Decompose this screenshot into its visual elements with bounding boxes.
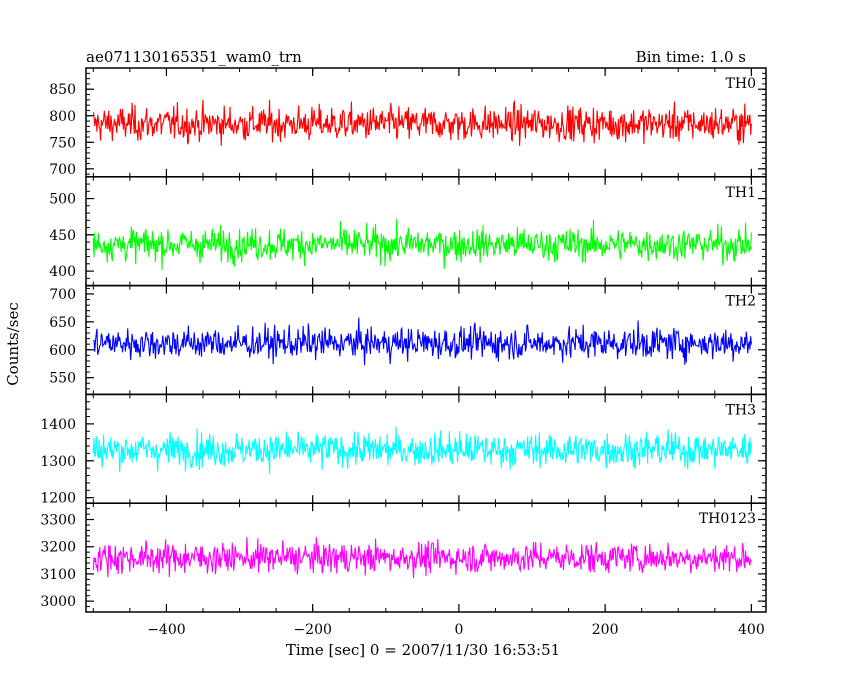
y-tick-label: 450 [49,228,76,244]
x-axis-label: Time [sec] 0 = 2007/11/30 16:53:51 [286,641,560,659]
panel-th1: 400 450 500 TH1 [49,176,767,287]
x-tick-label: 200 [592,622,619,638]
chart-title: ae071130165351_wam0_trn [86,48,302,66]
y-tick-label: 600 [49,343,76,359]
panel-name-label: TH0123 [699,511,756,527]
y-tick-label: 1300 [40,454,76,470]
y-tick-label: 400 [49,264,76,280]
bin-time-label: Bin time: 1.0 s [636,48,746,66]
x-tick-label: −200 [293,622,331,638]
panel-name-label: TH3 [726,402,756,418]
x-tick-label: 400 [738,622,765,638]
panel-name-label: TH0 [726,76,756,92]
y-tick-label: 3000 [40,594,76,610]
y-tick-label: 700 [49,162,76,178]
panel-name-label: TH1 [726,185,756,201]
panels-group: 700 750 800 850 TH0 400 450 500 TH1 550 600 650 700 T… [40,67,767,613]
y-axis-label: Counts/sec [4,302,22,386]
y-tick-label: 850 [49,82,76,98]
series-line-th0123 [92,537,752,579]
panel-frame [85,176,767,287]
series-line-th1 [92,218,752,271]
panel-th2: 550 600 650 700 TH2 [49,284,767,396]
panel-th0: 700 750 800 850 TH0 [49,67,767,178]
series-line-th2 [93,317,752,366]
y-tick-label: 3100 [40,567,76,583]
panel-name-label: TH2 [726,294,756,310]
y-tick-label: 700 [49,287,76,303]
panel-th3: 1200 1300 1400 TH3 [40,393,767,507]
panel-th0123: 3000 3100 3200 3300 TH0123 [40,502,767,613]
y-tick-label: 650 [49,315,76,331]
y-tick-label: 550 [49,371,76,387]
y-tick-label: 800 [49,109,76,125]
x-axis: −400 −200 0 200 400 [147,622,765,638]
y-tick-label: 750 [49,135,76,151]
y-tick-label: 1400 [40,417,76,433]
x-tick-label: −400 [147,622,185,638]
y-tick-label: 1200 [40,491,76,507]
series-line-th0 [92,99,752,146]
series-line-th3 [92,426,752,474]
y-tick-label: 3300 [40,513,76,529]
y-tick-label: 3200 [40,540,76,556]
x-tick-label: 0 [454,622,463,638]
y-tick-label: 500 [49,192,76,208]
